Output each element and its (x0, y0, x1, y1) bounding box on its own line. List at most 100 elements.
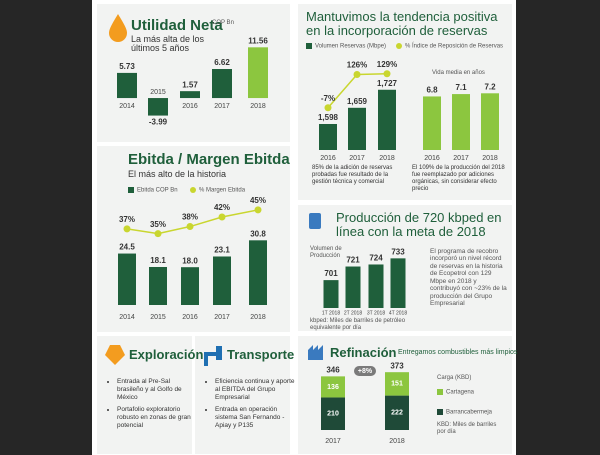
legend-marker (306, 43, 312, 49)
legend-marker (437, 409, 443, 415)
legend-label: Cartagena (446, 390, 475, 396)
refinery-icon (308, 345, 323, 360)
bar (345, 266, 361, 308)
chart-title: Utilidad Neta (131, 17, 223, 34)
category-label: 2016 (182, 314, 198, 321)
line-point (383, 70, 391, 78)
category-label: 2T 2018 (344, 310, 362, 316)
value-label: 18.0 (182, 256, 198, 265)
legend-marker (396, 43, 402, 49)
legend-label: Volumen Reservas (Mbpe) (315, 44, 386, 50)
value-label: 1,659 (347, 97, 368, 106)
transport-icon (204, 346, 222, 366)
segment-label: 136 (327, 384, 339, 391)
value-label: 1,727 (377, 79, 398, 88)
value-label: 126% (347, 61, 367, 70)
category-label: 2018 (482, 155, 498, 162)
unit-label: COP Bn (212, 20, 234, 26)
value-label: 721 (346, 256, 360, 265)
value-label: 6.8 (426, 86, 438, 95)
note: 85% de la adición de reservas probadas f… (312, 165, 393, 185)
bar (319, 123, 337, 150)
line-point (254, 206, 262, 214)
value-label: 1.57 (182, 80, 198, 89)
legend-label: % Índice de Reposición de Reservas (405, 43, 503, 50)
value-label: 42% (214, 203, 230, 212)
value-label: 733 (391, 247, 405, 256)
category-label: 2015 (150, 314, 166, 321)
bullet: Portafolio exploratorio robusto en zonas… (117, 406, 195, 429)
category-label: 2015 (150, 89, 166, 96)
bar (180, 91, 200, 99)
bar (118, 253, 136, 305)
category-label: 2017 (214, 314, 230, 321)
bar (378, 89, 396, 150)
chart-subtitle: El más alto de la historia (128, 169, 227, 179)
bar-segment (385, 395, 409, 430)
legend-label: Barrancabermeja (446, 410, 493, 416)
bar (212, 69, 232, 99)
bar (149, 266, 167, 305)
chart-subtitle: Entregamos combustibles más limpios (398, 349, 518, 356)
legend-marker (128, 187, 134, 193)
bar (248, 47, 268, 99)
note: El 109% de la producción del 2018 fue re… (412, 165, 505, 192)
bar (368, 264, 384, 308)
legend-label: % Margen Ebitda (199, 188, 246, 194)
segment-label: 151 (391, 381, 403, 388)
section-title: Transporte (227, 347, 295, 362)
line-point (186, 223, 194, 231)
category-label: 2016 (182, 103, 198, 110)
value-label: 7.2 (484, 82, 496, 91)
segment-label: 222 (391, 410, 403, 417)
bar (423, 96, 441, 150)
value-label: -7% (321, 94, 335, 103)
bar-segment (385, 372, 409, 396)
barrel-icon (309, 213, 321, 229)
value-label: 701 (324, 269, 338, 278)
value-label: 129% (377, 60, 397, 69)
bar-segment (321, 397, 345, 430)
category-label: 2017 (214, 103, 230, 110)
line-point (353, 71, 361, 78)
legend-marker (190, 187, 196, 193)
legend-marker (437, 389, 443, 395)
value-label: 7.1 (455, 83, 467, 92)
category-label: 2018 (389, 438, 405, 445)
legend-title: Carga (KBD) (437, 375, 472, 381)
category-label: 2017 (325, 438, 341, 445)
drop-icon (109, 14, 127, 42)
annotation: +8% (358, 368, 373, 375)
category-label: 2018 (250, 314, 266, 321)
chart-title: Producción de 720 kbped en línea con la … (336, 210, 502, 239)
total-label: 346 (326, 365, 340, 374)
bullet: Eficiencia continua y aporte al EBITDA d… (215, 378, 295, 401)
bar (181, 267, 199, 305)
segment-label: 210 (327, 411, 339, 418)
bar (348, 107, 366, 150)
bullet-list: Eficiencia continua y aporte al EBITDA d… (206, 378, 295, 435)
category-label: 2014 (119, 314, 135, 321)
bar (481, 93, 499, 150)
total-label: 373 (390, 361, 404, 370)
value-label: 35% (150, 220, 166, 229)
exploration-icon (105, 345, 125, 365)
line-point (218, 213, 226, 221)
bar (452, 94, 470, 150)
chart-title: Refinación (330, 345, 397, 360)
category-label: 3T 2018 (367, 310, 385, 316)
value-label: 6.62 (214, 58, 230, 67)
bar (323, 280, 339, 308)
value-label: 724 (369, 254, 383, 263)
bar (390, 258, 406, 308)
bar (249, 240, 267, 305)
category-label: 2018 (379, 155, 395, 162)
section-title: Exploración (129, 347, 204, 362)
line-point (154, 230, 162, 238)
category-label: 2014 (119, 103, 135, 110)
description: El programa de recobro incorporó un nive… (430, 248, 507, 308)
value-label: 18.1 (150, 256, 166, 265)
value-label: 23.1 (214, 246, 230, 255)
